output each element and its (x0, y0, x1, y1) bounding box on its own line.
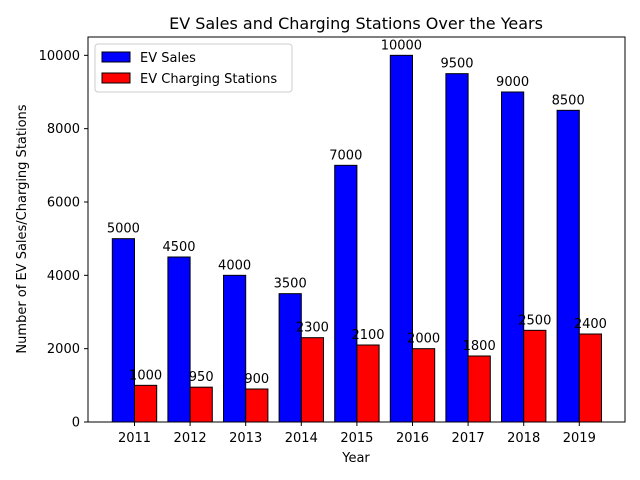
x-tick-label-2013: 2013 (229, 431, 262, 446)
legend-label-ev-sales: EV Sales (140, 51, 196, 66)
data-label-ev-charging-stations-2015: 2100 (351, 328, 384, 343)
x-tick-label-2011: 2011 (118, 431, 151, 446)
data-label-ev-sales-2013: 4000 (218, 258, 251, 273)
data-label-ev-charging-stations-2014: 2300 (296, 321, 329, 336)
legend: EV Sales EV Charging Stations (94, 43, 293, 93)
bar-ev-sales-2018 (501, 91, 525, 423)
x-tick-label-2015: 2015 (340, 431, 373, 446)
x-tick-label-2012: 2012 (174, 431, 207, 446)
x-tick-label-2018: 2018 (507, 431, 540, 446)
legend-label-ev-charging-stations: EV Charging Stations (140, 72, 277, 87)
data-label-ev-charging-stations-2017: 1800 (463, 339, 496, 354)
bar-ev-sales-2014 (278, 293, 302, 423)
legend-box (94, 43, 293, 93)
data-label-ev-charging-stations-2011: 1000 (129, 368, 162, 383)
bar-ev-sales-2012 (167, 256, 191, 423)
data-label-ev-charging-stations-2013: 900 (244, 372, 269, 387)
x-tick-label-2014: 2014 (285, 431, 318, 446)
bar-ev-sales-2011 (111, 238, 136, 423)
data-label-ev-sales-2017: 9500 (440, 57, 473, 72)
chart-title: EV Sales and Charging Stations Over the … (169, 14, 543, 33)
y-tick-label-0: 0 (72, 416, 80, 431)
data-label-ev-sales-2016: 10000 (381, 38, 422, 53)
bar-ev-charging-stations-2011 (134, 384, 158, 423)
x-tick-label-2017: 2017 (452, 431, 485, 446)
bar-ev-charging-stations-2018 (523, 329, 547, 423)
x-axis: 2011 2012 2013 2014 2015 2016 2017 2018 2019 (118, 422, 596, 446)
y-axis-label: Number of EV Sales/Charging Stations (15, 104, 30, 353)
bar-ev-charging-stations-2016 (412, 348, 436, 423)
y-tick-label-8000: 8000 (47, 122, 80, 137)
bar-ev-sales-2016 (389, 54, 413, 423)
bars-group (111, 54, 602, 423)
legend-swatch-ev-charging-stations (101, 72, 131, 84)
bar-ev-sales-2019 (556, 109, 580, 423)
x-tick-label-2019: 2019 (563, 431, 596, 446)
bar-ev-charging-stations-2019 (578, 333, 602, 423)
y-axis: 0 2000 4000 6000 8000 10000 (39, 49, 88, 431)
bar-ev-charging-stations-2013 (245, 388, 269, 423)
bar-ev-sales-2017 (445, 73, 469, 423)
bar-ev-sales-2015 (334, 164, 358, 423)
bar-ev-charging-stations-2015 (356, 344, 380, 423)
data-label-ev-charging-stations-2012: 950 (189, 370, 214, 385)
data-label-ev-sales-2014: 3500 (274, 277, 307, 292)
y-tick-label-2000: 2000 (47, 342, 80, 357)
data-label-ev-sales-2015: 7000 (329, 148, 362, 163)
x-axis-label: Year (341, 451, 370, 466)
data-label-ev-sales-2012: 4500 (162, 240, 195, 255)
bar-ev-charging-stations-2017 (467, 355, 491, 423)
bar-ev-sales-2013 (223, 274, 247, 423)
y-tick-label-6000: 6000 (47, 196, 80, 211)
data-label-ev-sales-2011: 5000 (107, 222, 140, 237)
data-label-ev-charging-stations-2016: 2000 (407, 332, 440, 347)
y-tick-label-10000: 10000 (39, 49, 80, 64)
data-label-ev-sales-2019: 8500 (552, 93, 585, 108)
legend-swatch-ev-sales (101, 51, 131, 63)
bar-ev-charging-stations-2014 (300, 337, 324, 423)
data-label-ev-sales-2018: 9000 (496, 75, 529, 90)
bar-ev-charging-stations-2012 (189, 386, 213, 423)
x-tick-label-2016: 2016 (396, 431, 429, 446)
data-label-ev-charging-stations-2019: 2400 (574, 317, 607, 332)
y-tick-label-4000: 4000 (47, 269, 80, 284)
data-label-ev-charging-stations-2018: 2500 (518, 313, 551, 328)
data-labels-group: 5000 1000 4500 950 4000 900 3500 2300 7000 2100 10… (107, 38, 607, 387)
